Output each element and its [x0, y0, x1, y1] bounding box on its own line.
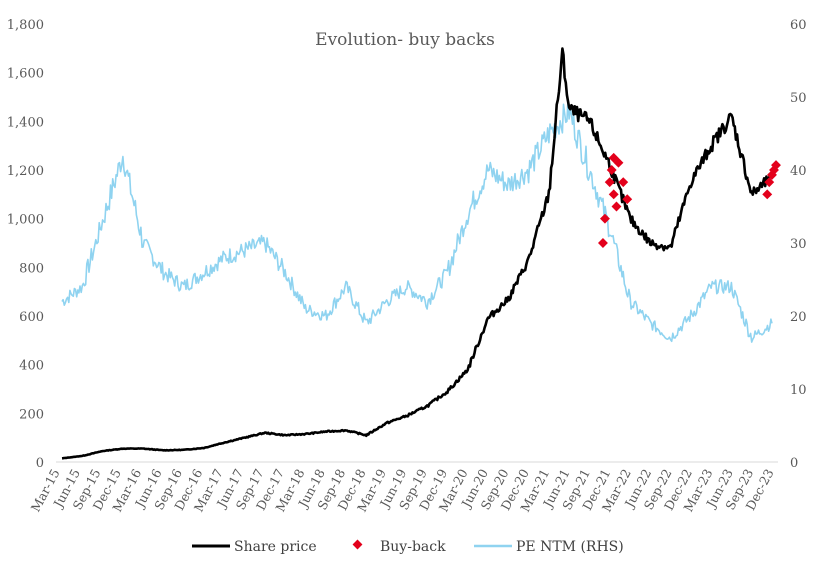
- y-left-tick-label: 1,600: [7, 67, 44, 82]
- y-axis-right: 0 10 20 30 40 50 60: [790, 18, 807, 471]
- legend: Share price Buy-back PE NTM (RHS): [192, 539, 624, 555]
- x-axis: Mar-15Jun-15Sep-15Dec-15Mar-16Jun-16Sep-…: [28, 461, 778, 514]
- legend-pe-label: PE NTM (RHS): [516, 539, 624, 555]
- buy-back-point: [762, 189, 773, 200]
- series-share-price: [61, 47, 774, 460]
- share-price-line: [61, 47, 774, 460]
- y-right-tick-label: 20: [790, 310, 807, 325]
- buy-back-point: [611, 201, 622, 212]
- y-right-tick-label: 50: [790, 91, 807, 106]
- legend-share-price-label: Share price: [234, 539, 317, 555]
- pe-ntm-line: [61, 99, 773, 343]
- buy-back-point: [598, 238, 608, 248]
- y-left-tick-label: 600: [19, 310, 44, 325]
- y-left-tick-label: 400: [19, 359, 44, 374]
- y-left-tick-label: 1,400: [7, 115, 44, 130]
- buy-back-point: [622, 194, 633, 205]
- buy-back-point: [618, 177, 629, 188]
- y-left-tick-label: 1,800: [7, 18, 44, 33]
- y-right-tick-label: 0: [790, 456, 798, 471]
- buy-back-point: [604, 177, 615, 188]
- buy-back-point: [606, 165, 617, 175]
- y-right-tick-label: 30: [790, 237, 807, 252]
- legend-buy-back-swatch: [352, 539, 363, 550]
- y-right-tick-label: 60: [790, 18, 807, 33]
- buy-back-point: [771, 160, 781, 171]
- buy-back-point: [764, 177, 775, 188]
- buy-back-point: [600, 213, 610, 224]
- series-buy-back: [598, 152, 781, 248]
- y-left-tick-label: 0: [36, 456, 44, 471]
- y-axis-left: 0 200 400 600 800 1,000 1,200 1,400 1,600 1,800: [7, 18, 44, 471]
- buy-back-point: [608, 189, 619, 200]
- y-right-tick-label: 10: [790, 383, 807, 398]
- y-left-tick-label: 1,000: [7, 213, 44, 228]
- chart-title: Evolution- buy backs: [315, 30, 495, 50]
- y-right-tick-label: 40: [790, 164, 807, 179]
- y-left-tick-label: 200: [19, 407, 44, 422]
- y-left-tick-label: 800: [19, 261, 44, 276]
- legend-buy-back-label: Buy-back: [380, 539, 446, 555]
- buy-back-point: [613, 157, 624, 168]
- series-pe-ntm: [61, 99, 773, 343]
- y-left-tick-label: 1,200: [7, 164, 44, 179]
